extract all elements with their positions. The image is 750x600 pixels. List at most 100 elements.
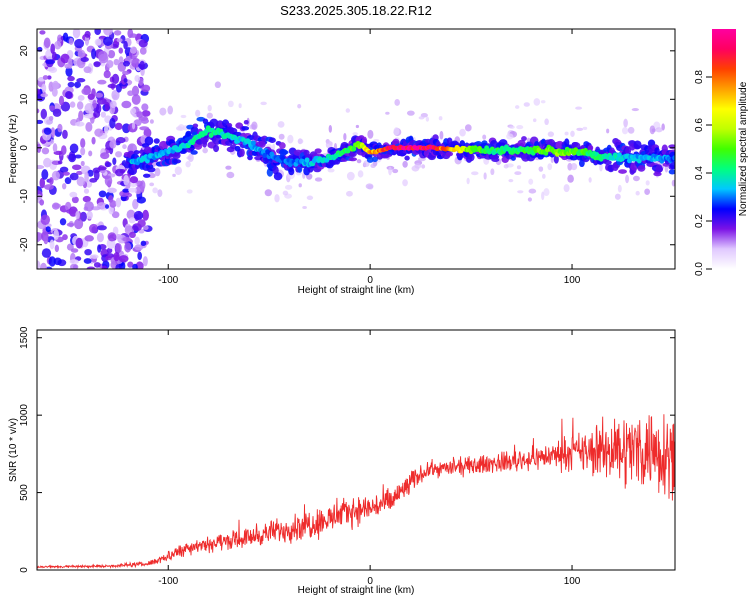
spectrogram-speckle <box>356 159 362 164</box>
spectrogram-noise-blob <box>49 105 56 111</box>
spectrogram-noise-blob <box>78 110 84 122</box>
spectrogram-noise-blob <box>98 53 109 64</box>
spectrogram-y-tick-label: -10 <box>19 189 30 204</box>
spectrogram-speckle <box>538 166 544 172</box>
spectrogram-speckle <box>617 184 622 193</box>
spectrogram-noise-blob <box>123 78 128 83</box>
spectrogram-noise-blob <box>118 255 129 263</box>
spectrogram-halo <box>468 153 475 162</box>
spectrogram-noise-blob <box>127 90 134 97</box>
spectrogram-noise-blob <box>104 101 110 112</box>
spectrogram-noise-blob <box>58 95 65 106</box>
spectrogram-noise-blob <box>94 128 104 137</box>
spectrogram-speckle <box>466 177 470 185</box>
spectrogram-noise-blob <box>100 152 110 160</box>
spectrogram-speckle <box>392 168 399 174</box>
spectrogram-speckle <box>532 118 537 123</box>
spectrogram-noise-blob <box>72 29 81 39</box>
spectrogram-noise-blob <box>96 232 104 243</box>
spectrogram-halo <box>171 151 181 160</box>
spectrogram-noise-blob <box>80 147 86 156</box>
spectrogram-speckle <box>272 143 276 151</box>
spectrogram-noise-blob <box>37 108 40 114</box>
spectrogram-noise-blob <box>89 223 99 234</box>
spectrogram-noise-blob <box>104 204 110 209</box>
spectrogram-noise-blob <box>43 37 51 49</box>
spectrogram-noise-blob <box>134 236 140 245</box>
spectrogram-noise-blob <box>91 136 96 145</box>
snr-y-tick-label: 0 <box>19 567 30 573</box>
spectrogram-noise-blob <box>65 66 73 77</box>
spectrogram-noise-blob <box>48 256 56 267</box>
spectrogram-noise-blob <box>103 125 109 134</box>
spectrogram-noise-blob <box>136 111 144 118</box>
spectrogram-noise-blob <box>122 70 130 76</box>
spectrogram-speckle <box>370 163 376 169</box>
spectrogram-noise-blob <box>48 177 54 185</box>
snr-y-ticks: 0 500 1000 1500 <box>19 326 675 573</box>
spectrogram-noise-blob <box>69 172 79 181</box>
spectrogram-speckle <box>282 190 289 196</box>
spectrogram-noise-blob <box>61 145 67 155</box>
spectrogram-ridge-point <box>617 152 622 158</box>
spectrogram-noise-blob <box>52 143 58 153</box>
spectrogram-speckle <box>564 131 569 136</box>
spectrogram-speckle <box>132 145 137 152</box>
spectrogram-noise-blob <box>127 261 134 268</box>
spectrogram-noise-blob <box>90 254 99 259</box>
spectrogram-speckle <box>533 98 541 106</box>
spectrogram-noise-blob <box>66 208 76 214</box>
spectrogram-speckle <box>352 132 358 136</box>
spectrogram-noise-blob <box>80 138 86 149</box>
spectrogram-noise-blob <box>57 123 63 133</box>
spectrogram-halo <box>190 150 198 155</box>
spectrogram-halo <box>587 144 594 151</box>
spectrogram-noise-blob <box>65 91 73 99</box>
spectrogram-speckle <box>343 132 347 141</box>
spectrogram-noise-blob <box>118 47 124 54</box>
spectrogram-speckle <box>542 173 546 179</box>
spectrogram-speckle <box>177 124 185 132</box>
spectrogram-speckle <box>516 125 524 130</box>
spectrogram-noise-blob <box>77 95 85 101</box>
spectrogram-halo <box>604 160 612 165</box>
spectrogram-noise-blob <box>75 237 83 249</box>
spectrogram-halo <box>288 167 295 176</box>
spectrogram-noise-blob <box>37 119 44 124</box>
spectrogram-halo <box>268 137 276 143</box>
spectrogram-halo <box>239 148 245 157</box>
spectrogram-speckle <box>186 189 193 194</box>
spectrogram-speckle <box>664 165 669 173</box>
spectrogram-noise-blob <box>122 60 131 67</box>
spectrogram-halo <box>192 123 199 128</box>
spectrogram-noise-blob <box>40 93 48 98</box>
spectrogram-noise-blob <box>113 30 122 36</box>
spectrogram-noise-blob <box>87 169 94 177</box>
spectrogram-noise-blob <box>111 73 120 85</box>
spectrogram-noise-blob <box>137 219 146 228</box>
spectrogram-noise-blob <box>59 218 67 226</box>
spectrogram-speckle <box>172 173 176 178</box>
spectrogram-noise-blob <box>84 30 91 38</box>
spectrogram-noise-blob <box>115 197 122 208</box>
spectrogram-noise-blob <box>76 101 84 110</box>
spectrogram-x-tick-label: -100 <box>158 275 178 286</box>
spectrogram-noise-blob <box>141 84 151 93</box>
spectrogram-speckle <box>544 118 549 126</box>
spectrogram-ridge-point <box>672 155 675 161</box>
spectrogram-speckle <box>298 183 302 188</box>
spectrogram-noise-blob <box>128 231 136 239</box>
spectrogram-speckle <box>131 107 137 114</box>
spectrogram-noise-blob <box>137 251 142 261</box>
spectrogram-speckle <box>393 127 400 136</box>
colorbar-tick-label: 0.2 <box>694 214 705 228</box>
spectrogram-halo <box>213 144 220 153</box>
spectrogram-speckle <box>655 127 663 133</box>
spectrogram-noise-blob <box>62 32 69 42</box>
spectrogram-speckle <box>528 188 537 194</box>
spectrogram-noise-blob <box>103 29 113 36</box>
snr-y-label: SNR (10 * v/v) <box>8 418 19 482</box>
spectrogram-noise-blob <box>47 75 52 80</box>
